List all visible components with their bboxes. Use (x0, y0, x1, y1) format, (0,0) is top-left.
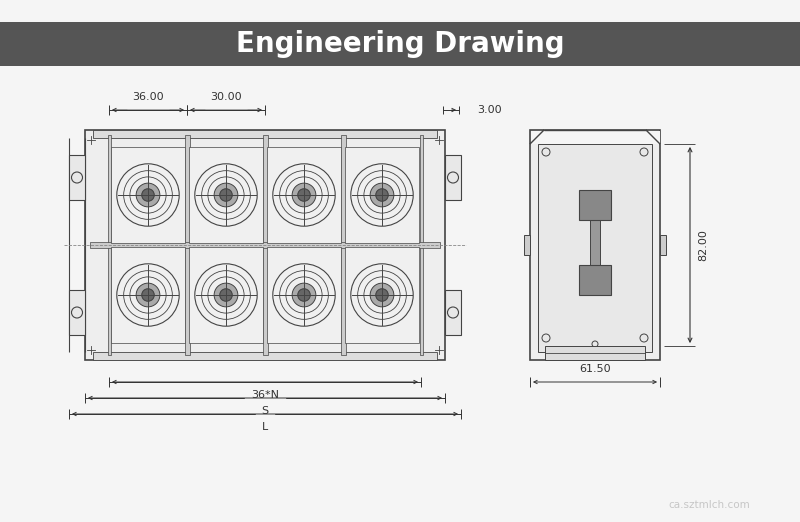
Bar (590, 220, 600, 265)
Bar (267, 147, 341, 243)
Bar (85, 130, 445, 360)
Circle shape (370, 183, 394, 207)
Bar (660, 235, 666, 255)
Bar (111, 147, 185, 243)
Text: 30.00: 30.00 (210, 92, 242, 102)
Bar (107, 135, 110, 355)
Circle shape (292, 183, 316, 207)
Bar (545, 346, 645, 360)
Bar (189, 147, 263, 243)
Circle shape (214, 283, 238, 307)
Text: 82.00: 82.00 (698, 229, 708, 261)
Circle shape (298, 289, 310, 301)
Bar (524, 235, 530, 255)
Bar (90, 242, 440, 248)
Bar (345, 247, 419, 343)
Bar (69, 155, 85, 200)
Text: Engineering Drawing: Engineering Drawing (236, 30, 564, 58)
Bar (445, 290, 461, 335)
Text: 3.00: 3.00 (477, 105, 502, 115)
Circle shape (376, 189, 388, 201)
Bar (419, 135, 422, 355)
Bar (111, 247, 185, 343)
Circle shape (220, 289, 232, 301)
Bar (185, 135, 190, 355)
Circle shape (292, 283, 316, 307)
Circle shape (298, 189, 310, 201)
Bar (267, 247, 341, 343)
Circle shape (220, 189, 232, 201)
Circle shape (136, 283, 160, 307)
Bar (0, 22, 800, 66)
Text: S: S (262, 406, 269, 416)
Circle shape (142, 289, 154, 301)
Bar (93, 352, 437, 360)
Text: ca.sztmlch.com: ca.sztmlch.com (668, 500, 750, 510)
Text: 61.50: 61.50 (579, 364, 611, 374)
Bar (538, 144, 652, 352)
Bar (530, 130, 659, 144)
Circle shape (370, 283, 394, 307)
Bar (530, 130, 660, 360)
Bar (579, 265, 611, 295)
Bar (189, 247, 263, 343)
Circle shape (136, 183, 160, 207)
Text: 36.00: 36.00 (132, 92, 164, 102)
Bar (93, 130, 437, 138)
Text: L: L (262, 422, 268, 432)
Bar (69, 290, 85, 335)
Bar (445, 155, 461, 200)
Circle shape (142, 189, 154, 201)
Bar (345, 147, 419, 243)
Bar (341, 135, 346, 355)
Circle shape (214, 183, 238, 207)
Circle shape (376, 289, 388, 301)
Text: 36*N: 36*N (251, 390, 279, 400)
Bar (579, 190, 611, 220)
Bar (262, 135, 267, 355)
